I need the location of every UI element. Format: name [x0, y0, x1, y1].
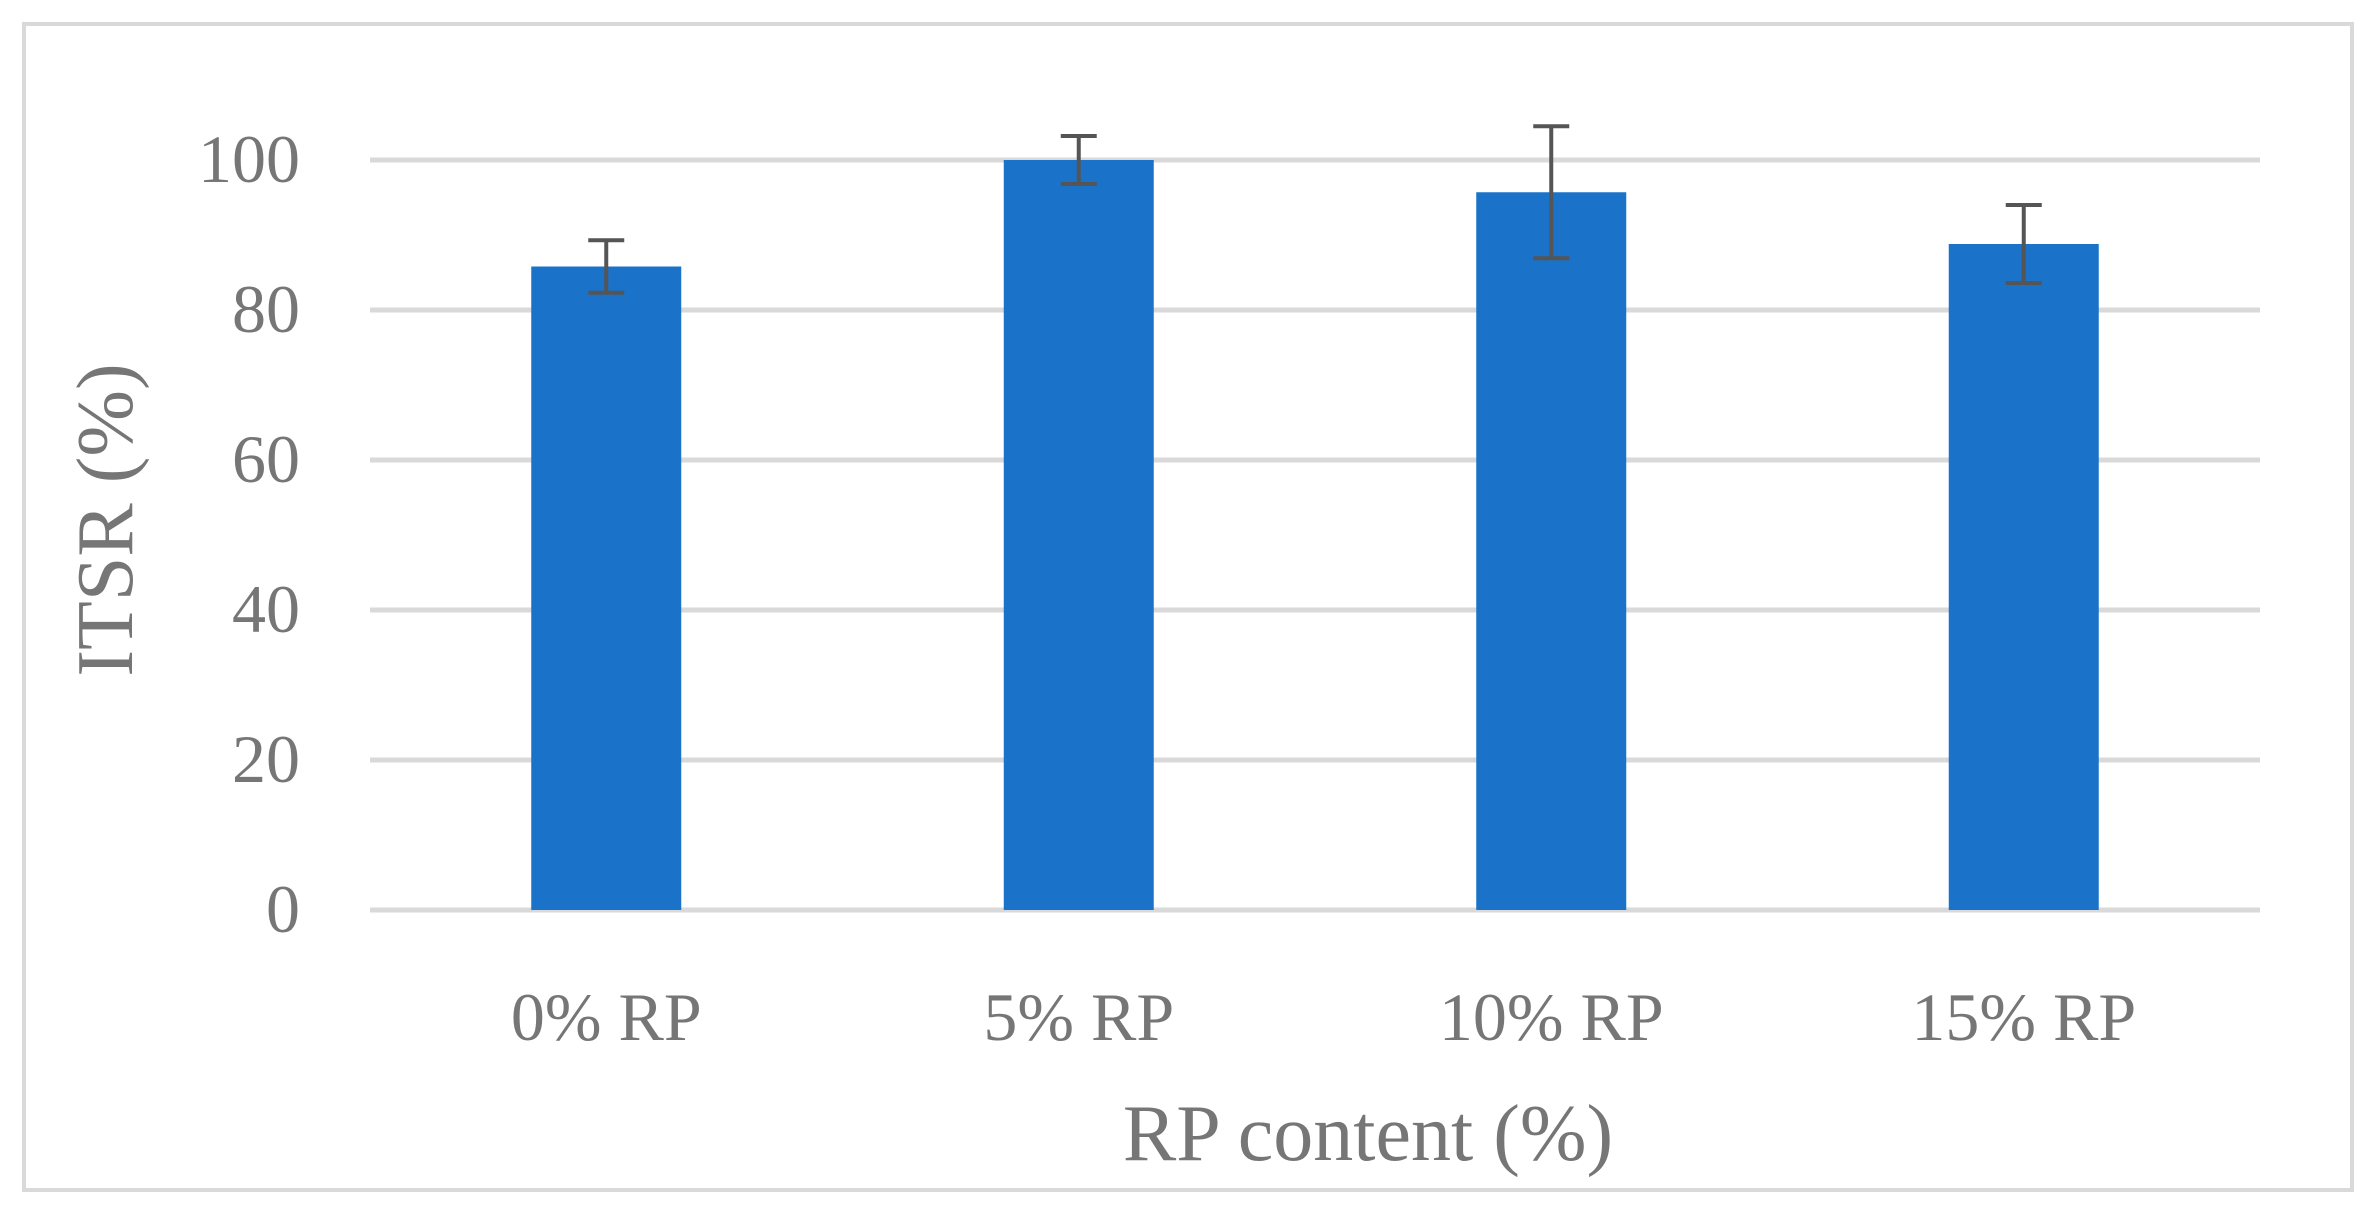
y-tick-label-0: 0 [266, 871, 300, 947]
y-tick-label-40: 40 [232, 571, 300, 647]
bar-2 [1476, 192, 1627, 910]
bar-0 [531, 266, 682, 910]
x-category-label-3: 15% RP [1911, 979, 2136, 1055]
x-category-label-1: 5% RP [983, 979, 1174, 1055]
y-tick-label-20: 20 [232, 721, 300, 797]
y-tick-label-80: 80 [232, 271, 300, 347]
bar-1 [1003, 160, 1154, 910]
x-category-label-2: 10% RP [1439, 979, 1664, 1055]
bars [531, 160, 2099, 910]
y-tick-label-60: 60 [232, 421, 300, 497]
error-bar-3 [2005, 203, 2042, 285]
x-category-label-0: 0% RP [511, 979, 702, 1055]
x-axis-title: RP content (%) [1123, 1090, 1613, 1178]
x-axis-categories: 0% RP 5% RP 10% RP 15% RP [511, 979, 2136, 1055]
y-tick-label-100: 100 [198, 121, 300, 197]
y-axis-title: ITSR (%) [62, 363, 150, 676]
bar-3 [1948, 244, 2099, 910]
y-axis-ticks: 0 20 40 60 80 100 [198, 121, 300, 947]
error-bar-0 [588, 238, 625, 295]
error-bars [588, 124, 2042, 295]
error-bar-1 [1060, 134, 1097, 186]
error-bar-2 [1533, 124, 1570, 261]
gridlines [370, 157, 2260, 913]
